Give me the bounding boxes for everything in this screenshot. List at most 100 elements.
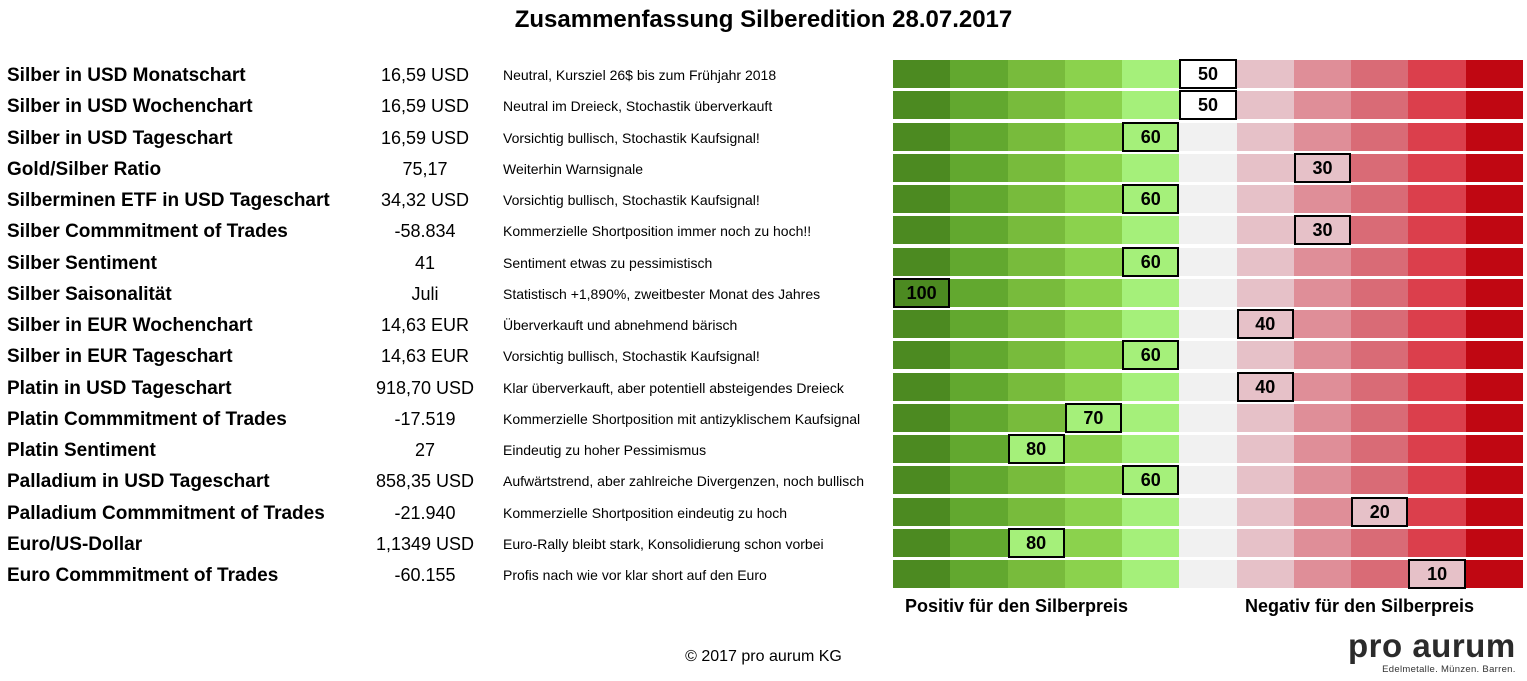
scale-segment: [1007, 60, 1066, 88]
row-label: Silber in EUR Tageschart: [7, 346, 233, 368]
scale-segment: [893, 91, 951, 120]
scale-segment: [893, 310, 951, 338]
scale-segment: [1064, 216, 1123, 245]
scale-segment: [1465, 466, 1524, 495]
score-scale: 70: [893, 402, 1524, 433]
scale-segment: [1179, 403, 1238, 432]
scale-segment: [950, 466, 1009, 495]
score-marker: 80: [1007, 434, 1065, 464]
scale-segment: [1351, 403, 1409, 432]
scale-segment: [1064, 185, 1123, 213]
row-label: Silber Commmitment of Trades: [7, 221, 288, 243]
score-marker: 40: [1236, 309, 1294, 339]
scale-segment: [1007, 560, 1066, 588]
scale-segment: [1122, 435, 1180, 463]
row-value: 918,70 USD: [375, 377, 475, 398]
scale-segment: [893, 60, 951, 88]
row-label: Silber in USD Monatschart: [7, 65, 246, 86]
table-row: Gold/Silber Ratio 75,17 Weiterhin Warnsign…: [0, 152, 1527, 185]
scale-segment: [1408, 278, 1467, 307]
scale-segment: [1236, 153, 1295, 182]
scale-segment: [1351, 60, 1409, 88]
scale-segment: [1007, 341, 1066, 370]
scale-segment: [1007, 497, 1066, 526]
score-marker: 100: [893, 277, 951, 308]
scale-segment: [1351, 435, 1409, 463]
scale-segment: [1064, 372, 1123, 401]
scale-segment: [1236, 216, 1295, 245]
scale-segment: [1064, 278, 1123, 307]
scale-segment: [1122, 216, 1180, 245]
scale-segment: [1064, 560, 1123, 588]
scale-segment: [1007, 372, 1066, 401]
scale-segment: [1351, 216, 1409, 245]
score-scale: 30: [893, 215, 1524, 246]
scale-segment: [1408, 60, 1467, 88]
scale-segment: [1408, 216, 1467, 245]
pro-aurum-logo: pro aurum Edelmetalle. Münzen. Barren.: [1348, 628, 1516, 676]
score-scale: 40: [893, 309, 1524, 339]
scale-segment: [1236, 497, 1295, 526]
scale-segment: [1064, 497, 1123, 526]
row-value: 14,63 EUR: [380, 346, 470, 367]
row-label: Euro/US-Dollar: [7, 533, 143, 555]
row-comment: Sentiment etwas zu pessimistisch: [503, 254, 713, 271]
score-marker: 30: [1293, 215, 1352, 246]
scale-segment: [1351, 122, 1409, 151]
scale-segment: [1179, 310, 1238, 338]
scale-segment: [1236, 247, 1295, 276]
row-value: 16,59 USD: [380, 127, 470, 148]
scale-segment: [1007, 278, 1066, 307]
scale-segment: [1179, 497, 1238, 526]
scale-segment: [950, 60, 1009, 88]
scale-segment: [950, 497, 1009, 526]
row-value: 16,59 USD: [380, 96, 470, 117]
scale-segment: [1179, 247, 1238, 276]
scale-segment: [1064, 122, 1123, 151]
page-title: Zusammenfassung Silberedition 28.07.2017: [514, 6, 1013, 33]
score-scale: 60: [893, 246, 1524, 277]
score-scale: 60: [893, 121, 1524, 152]
score-scale: 60: [893, 184, 1524, 214]
score-marker: 60: [1122, 465, 1180, 496]
scale-segment: [1293, 247, 1352, 276]
score-scale: 10: [893, 559, 1524, 589]
scale-segment: [1293, 528, 1352, 557]
scale-segment: [1351, 91, 1409, 120]
scale-segment: [1064, 60, 1123, 88]
table-row: Silber in USD Monatschart 16,59 USD Neutra…: [0, 59, 1527, 91]
scale-segment: [1122, 278, 1180, 307]
scale-segment: [1179, 122, 1238, 151]
scale-segment: [1293, 435, 1352, 463]
scale-segment: [1351, 247, 1409, 276]
scale-segment: [893, 466, 951, 495]
scale-segment: [1064, 247, 1123, 276]
scale-segment: [950, 91, 1009, 120]
table-row: Silber in USD Tageschart 16,59 USD Vorsich…: [0, 121, 1527, 154]
scale-segment: [1122, 560, 1180, 588]
scale-segment: [950, 528, 1009, 557]
row-comment: Statistisch +1,890%, zweitbester Monat d…: [503, 285, 821, 302]
scale-segment: [1236, 435, 1295, 463]
score-marker: 60: [1122, 121, 1180, 152]
scale-segment: [1007, 310, 1066, 338]
row-comment: Vorsichtig bullisch, Stochastik Kaufsign…: [503, 348, 760, 365]
row-value: 858,35 USD: [375, 471, 475, 492]
scale-segment: [1408, 528, 1467, 557]
scale-segment: [1064, 435, 1123, 463]
scale-segment: [950, 310, 1009, 338]
row-label: Palladium Commmitment of Trades: [7, 502, 325, 524]
scale-segment: [1293, 497, 1352, 526]
scale-segment: [1351, 185, 1409, 213]
scale-segment: [1408, 153, 1467, 182]
scale-segment: [1351, 372, 1409, 401]
scale-segment: [1179, 372, 1238, 401]
score-scale: 30: [893, 152, 1524, 183]
row-value: 75,17: [402, 158, 448, 179]
row-comment: Neutral, Kursziel 26$ bis zum Frühjahr 2…: [503, 67, 777, 83]
row-label: Palladium in USD Tageschart: [7, 471, 270, 493]
row-comment: Weiterhin Warnsignale: [503, 160, 644, 177]
scale-segment: [893, 185, 951, 213]
row-value: 34,32 USD: [380, 190, 470, 210]
scale-segment: [1007, 91, 1066, 120]
